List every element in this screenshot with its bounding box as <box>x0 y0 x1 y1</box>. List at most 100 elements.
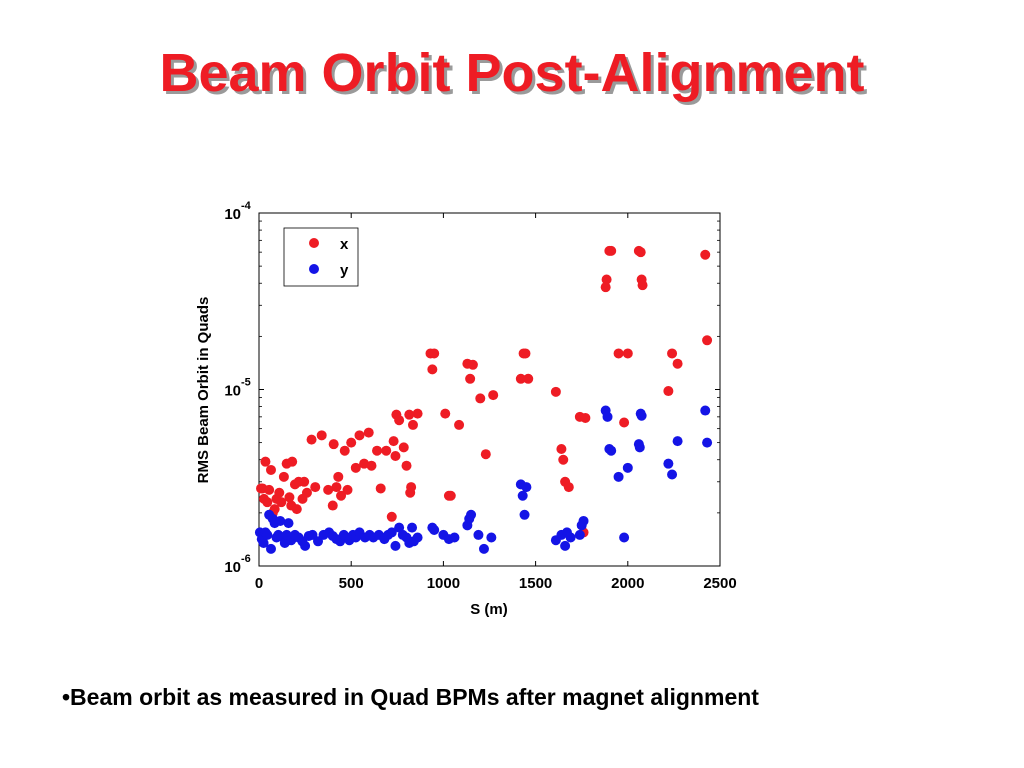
data-point-x <box>398 442 409 453</box>
data-point-x <box>346 437 357 448</box>
data-point-y <box>606 445 617 456</box>
data-point-x <box>331 482 342 493</box>
legend: x y <box>283 227 359 287</box>
data-point-x <box>619 417 630 428</box>
y-axis-label: RMS Beam Orbit in Quads <box>195 297 212 484</box>
data-point-x <box>336 490 347 501</box>
data-point-x <box>601 274 612 285</box>
data-points <box>254 245 713 554</box>
data-point-x <box>480 449 491 460</box>
y-tick-exponent: -4 <box>241 200 252 212</box>
data-point-y <box>672 436 683 447</box>
y-tick-label: 10 <box>224 206 241 223</box>
data-point-x <box>276 497 287 508</box>
data-point-y <box>519 509 530 520</box>
data-point-x <box>429 348 440 359</box>
slide-title: Beam Orbit Post-Alignment <box>159 43 865 103</box>
tick-marks <box>258 212 721 567</box>
data-point-x <box>327 500 338 511</box>
series-x <box>256 245 713 538</box>
data-point-x <box>264 484 275 495</box>
data-point-x <box>606 245 617 256</box>
data-point-y <box>449 532 460 543</box>
data-point-y <box>521 482 532 493</box>
y-tick-exponent: -6 <box>241 553 251 565</box>
data-point-x <box>388 436 399 447</box>
data-point-x <box>523 373 534 384</box>
data-point-x <box>702 335 713 346</box>
y-tick-exponent: -5 <box>241 377 251 389</box>
legend-marker-x <box>309 238 319 248</box>
data-point-x <box>375 483 386 494</box>
data-point-x <box>323 484 334 495</box>
data-point-x <box>427 364 438 375</box>
legend-marker-y <box>309 264 319 274</box>
data-point-y <box>478 543 489 554</box>
data-point-x <box>563 482 574 493</box>
data-point-y <box>560 540 571 551</box>
data-point-x <box>316 430 327 441</box>
data-point-x <box>637 280 648 291</box>
data-point-y <box>565 532 576 543</box>
y-tick-base: 10 <box>224 559 241 576</box>
data-point-y <box>700 405 711 416</box>
data-point-x <box>454 419 465 430</box>
data-point-x <box>366 460 377 471</box>
data-point-y <box>578 515 589 526</box>
x-tick-label: 1000 <box>427 575 460 592</box>
data-point-y <box>300 540 311 551</box>
y-tick-labels: 10-610-510-4 <box>224 200 251 576</box>
data-point-y <box>386 527 397 538</box>
data-point-y <box>265 543 276 554</box>
data-point-y <box>517 490 528 501</box>
data-point-x <box>381 445 392 456</box>
legend-label-x: x <box>340 236 349 253</box>
y-tick-label: 10 <box>224 383 241 400</box>
data-point-y <box>412 532 423 543</box>
data-point-x <box>260 456 271 467</box>
x-tick-label: 500 <box>339 575 364 592</box>
data-point-x <box>333 471 344 482</box>
data-point-x <box>287 456 298 467</box>
data-point-x <box>372 445 383 456</box>
data-point-y <box>407 522 418 533</box>
data-point-x <box>265 464 276 475</box>
data-point-y <box>473 529 484 540</box>
y-tick-label: 10 <box>224 559 241 576</box>
data-point-x <box>350 462 361 473</box>
data-point-y <box>602 411 613 422</box>
data-point-x <box>291 504 302 515</box>
data-point-x <box>667 348 678 359</box>
data-point-y <box>663 458 674 469</box>
data-point-x <box>310 482 321 493</box>
data-point-x <box>299 476 310 487</box>
data-point-x <box>475 393 486 404</box>
data-point-y <box>466 509 477 520</box>
data-point-x <box>580 412 591 423</box>
data-point-y <box>429 524 440 535</box>
data-point-x <box>328 439 339 450</box>
data-point-x <box>363 427 374 438</box>
x-tick-labels: 0 500 1000 1500 2000 2500 <box>255 575 737 592</box>
x-tick-label: 2500 <box>703 575 736 592</box>
data-point-x <box>635 247 646 258</box>
data-point-y <box>574 529 585 540</box>
data-point-x <box>515 373 526 384</box>
data-point-x <box>613 348 624 359</box>
bullet-text: •Beam orbit as measured in Quad BPMs aft… <box>62 684 759 710</box>
data-point-x <box>284 492 295 503</box>
data-point-x <box>394 415 405 426</box>
x-tick-label: 0 <box>255 575 263 592</box>
data-point-y <box>619 532 630 543</box>
data-point-y <box>258 537 269 548</box>
x-tick-label: 2000 <box>611 575 644 592</box>
x-tick-label: 1500 <box>519 575 552 592</box>
data-point-x <box>262 497 273 508</box>
data-point-x <box>465 373 476 384</box>
data-point-x <box>467 359 478 370</box>
data-point-y <box>390 540 401 551</box>
data-point-x <box>274 487 285 498</box>
data-point-y <box>613 471 624 482</box>
data-point-x <box>342 484 353 495</box>
